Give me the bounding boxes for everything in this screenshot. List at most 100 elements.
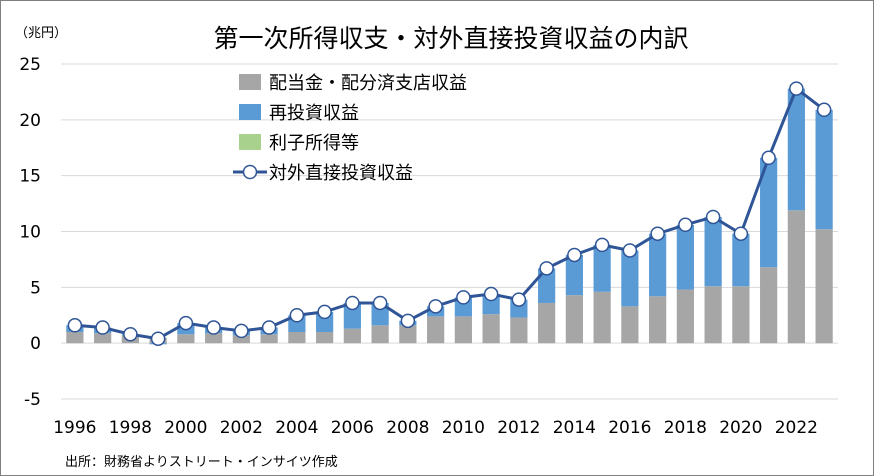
bar-segment bbox=[538, 268, 556, 303]
line-marker bbox=[650, 226, 665, 241]
bar-segment bbox=[343, 302, 361, 329]
bar-segment bbox=[676, 224, 694, 290]
legend-swatch bbox=[239, 104, 261, 120]
x-tick-label: 1998 bbox=[109, 418, 152, 438]
x-tick-label: 2010 bbox=[442, 418, 485, 438]
bar-segment bbox=[649, 296, 667, 344]
line-marker bbox=[761, 150, 776, 166]
x-tick-label: 2000 bbox=[164, 418, 207, 438]
line-marker bbox=[123, 326, 138, 342]
legend-marker bbox=[242, 164, 258, 180]
y-tick-label: 0 bbox=[30, 334, 41, 354]
bar-segment bbox=[565, 295, 583, 344]
line-marker bbox=[816, 102, 832, 118]
line-marker bbox=[261, 320, 277, 335]
x-tick-label: 2006 bbox=[331, 418, 374, 438]
line-marker bbox=[289, 308, 305, 323]
line-marker bbox=[789, 81, 804, 96]
bar-segment bbox=[427, 316, 445, 344]
series-line bbox=[74, 86, 826, 341]
bar-segment bbox=[704, 286, 722, 344]
bar-segment bbox=[787, 210, 805, 344]
line-marker bbox=[95, 320, 110, 335]
legend-label: 利子所得等 bbox=[269, 133, 359, 154]
bar-segment bbox=[288, 332, 306, 344]
bar-segment bbox=[94, 333, 112, 344]
bar-segment bbox=[704, 216, 722, 287]
source-note: 出所：財務省よりストリート・インサイツ作成 bbox=[65, 455, 338, 470]
y-axis-unit: （兆円） bbox=[15, 26, 67, 41]
bar-segment bbox=[760, 267, 778, 344]
line-layer bbox=[74, 86, 826, 341]
bar-segment bbox=[732, 233, 750, 287]
x-tick-label: 2014 bbox=[553, 418, 596, 438]
line-marker bbox=[483, 286, 499, 302]
bar-segment bbox=[177, 334, 195, 344]
bar-segment bbox=[205, 333, 223, 344]
y-tick-label: 10 bbox=[19, 223, 41, 243]
bar-segment bbox=[538, 302, 556, 344]
line-marker bbox=[150, 331, 166, 346]
bar-segment bbox=[565, 254, 583, 296]
legend-label: 対外直接投資収益 bbox=[269, 163, 413, 184]
line-marker bbox=[372, 295, 388, 311]
line-marker bbox=[400, 313, 416, 329]
line-marker bbox=[67, 318, 83, 333]
legend-label: 再投資収益 bbox=[269, 103, 359, 124]
bar-segment bbox=[454, 316, 472, 344]
line-marker bbox=[539, 261, 554, 276]
marker-layer bbox=[67, 81, 832, 346]
y-tick-label: -5 bbox=[24, 390, 41, 410]
bar-layer bbox=[66, 88, 833, 345]
y-tick-label: 5 bbox=[30, 278, 41, 298]
legend-label: 配当金・配分済支店収益 bbox=[269, 73, 467, 94]
y-tick-label: 20 bbox=[19, 111, 41, 131]
bar-segment bbox=[66, 332, 84, 344]
x-tick-label: 2002 bbox=[220, 418, 263, 438]
line-marker bbox=[622, 243, 638, 258]
bar-segment bbox=[260, 334, 278, 344]
bar-segment bbox=[593, 244, 611, 292]
x-tick-label: 2004 bbox=[275, 418, 318, 438]
y-tick-label: 25 bbox=[19, 55, 41, 75]
x-tick-label: 2008 bbox=[386, 418, 429, 438]
line-marker bbox=[567, 247, 582, 263]
legend-swatch bbox=[239, 74, 261, 90]
bar-segment bbox=[621, 250, 639, 307]
line-marker bbox=[317, 304, 332, 320]
bar-segment bbox=[760, 157, 778, 268]
bar-segment bbox=[621, 306, 639, 344]
bar-segment bbox=[399, 325, 417, 344]
bar-segment bbox=[815, 229, 833, 344]
bar-segment bbox=[787, 88, 805, 211]
line-marker bbox=[206, 320, 221, 335]
x-tick-label: 2016 bbox=[608, 418, 651, 438]
line-marker bbox=[705, 209, 721, 225]
bar-segment bbox=[371, 325, 389, 344]
x-tick-label: 1996 bbox=[53, 418, 96, 438]
bar-segment bbox=[232, 335, 250, 344]
bar-segment bbox=[593, 291, 611, 344]
bar-segment bbox=[510, 317, 528, 344]
line-marker bbox=[178, 315, 194, 331]
bar-segment bbox=[316, 332, 334, 344]
chart-title: 第一次所得収支・対外直接投資収益の内訳 bbox=[213, 24, 688, 53]
bar-segment bbox=[676, 289, 694, 344]
axis-labels: -5 0 5 10 15 20 25 1996 1998 2000 2002 2004 2006 2008… bbox=[19, 55, 818, 438]
x-tick-label: 2020 bbox=[719, 418, 762, 438]
line-marker bbox=[456, 290, 471, 305]
line-marker bbox=[511, 292, 527, 307]
line-marker bbox=[428, 299, 443, 314]
bar-segment bbox=[343, 328, 361, 344]
bar-segment bbox=[815, 109, 833, 230]
line-marker bbox=[594, 237, 610, 253]
x-tick-label: 2022 bbox=[775, 418, 818, 438]
bar-segment bbox=[482, 314, 500, 344]
line-marker bbox=[678, 217, 693, 233]
y-tick-label: 15 bbox=[19, 167, 41, 187]
bar-segment bbox=[649, 233, 667, 297]
bar-segment bbox=[732, 286, 750, 344]
